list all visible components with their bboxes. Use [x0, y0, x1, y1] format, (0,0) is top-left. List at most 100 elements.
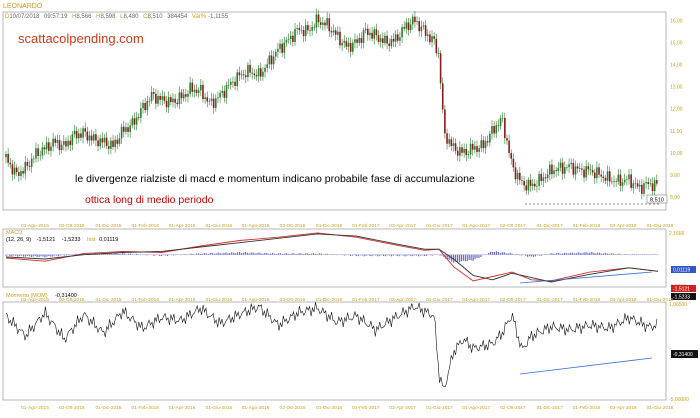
macd-hist-bar	[527, 255, 528, 257]
candle-body	[230, 82, 232, 85]
macd-params: (12, 26, 9)	[6, 237, 31, 243]
macd-hist-bar	[52, 255, 53, 257]
candle-body	[376, 29, 378, 35]
candle-body	[264, 68, 266, 72]
macd-hist-bar	[225, 252, 226, 254]
candle-body	[224, 91, 226, 98]
macd-hist-bar	[247, 253, 248, 255]
macd-hist-bar	[264, 253, 265, 255]
macd-hist-bar	[471, 255, 472, 261]
annotation-main: le divergenze rialziste di macd e moment…	[75, 173, 475, 185]
macd-hist-bar	[441, 255, 442, 256]
macd-hist-bar	[400, 255, 401, 256]
macd-hist-bar	[603, 253, 604, 254]
candle-body	[429, 34, 431, 42]
macd-hist-bar	[237, 252, 238, 254]
candle-body	[20, 171, 22, 176]
x-tick-label: 01-Dic-2015	[95, 405, 121, 411]
candle-body	[590, 169, 592, 170]
candle-body	[652, 183, 654, 191]
candle-body	[254, 74, 256, 76]
candle-body	[281, 44, 283, 53]
macd-hist-bar	[537, 255, 538, 256]
candle-body	[577, 166, 579, 168]
candle-body	[369, 33, 371, 35]
candle-body	[187, 94, 189, 97]
macd-hist-bar	[256, 253, 257, 255]
candle-body	[236, 72, 238, 86]
candle-body	[630, 174, 632, 188]
candle-body	[558, 168, 560, 171]
macd-hist-bar	[517, 254, 518, 255]
candle-body	[615, 181, 617, 182]
macd-hist-bar	[116, 253, 117, 255]
candle-body	[168, 97, 170, 107]
candle-body	[506, 138, 508, 140]
candle-body	[384, 36, 386, 43]
x-tick-label: 01-Feb-2016	[132, 223, 160, 229]
macd-hist-bar	[58, 255, 59, 257]
candle-body	[144, 103, 146, 110]
candle-body	[174, 99, 176, 103]
macd-hist-bar	[321, 254, 322, 255]
x-tick-label: 01-Dic-2015	[95, 223, 121, 229]
momentum-panel-frame	[3, 302, 666, 400]
candle-body	[333, 30, 335, 32]
macd-hist-bar	[319, 253, 320, 254]
macd-hist-bar	[406, 255, 407, 256]
candle-body	[84, 128, 86, 131]
macd-hist-bar	[550, 253, 551, 255]
candle-body	[149, 101, 151, 102]
macd-hist-bar	[272, 253, 273, 255]
candle-body	[277, 49, 279, 52]
macd-hist-bar	[146, 255, 147, 256]
candle-body	[9, 163, 11, 165]
macd-hist-bar	[395, 255, 396, 256]
macd-hist-bar	[424, 255, 425, 256]
candle-body	[239, 72, 241, 75]
candle-body	[46, 142, 48, 149]
x-tick-label: 01-Dic-2017	[537, 223, 563, 229]
x-tick-label: 01-Apr-2016	[169, 297, 196, 303]
candle-body	[448, 139, 450, 144]
candle-body	[436, 39, 438, 53]
macd-hist-bar	[545, 254, 546, 255]
x-tick-label: 01-Dic-2017	[537, 405, 563, 411]
candle-body	[453, 143, 455, 146]
macd-hist-bar	[292, 253, 293, 254]
macd-hist-bar	[25, 255, 26, 257]
candle-body	[170, 97, 172, 102]
candle-body	[361, 38, 363, 43]
macd-hist-bar	[198, 253, 199, 254]
candle-body	[95, 134, 97, 140]
macd-hist-bar	[377, 255, 378, 257]
macd-hist-bar	[439, 255, 440, 256]
candle-body	[620, 175, 622, 186]
candle-body	[617, 175, 619, 182]
candle-body	[566, 167, 568, 168]
macd-hist-bar	[204, 253, 205, 255]
x-tick-label: 01-Dic-2016	[316, 223, 342, 229]
macd-hist-bar	[541, 255, 542, 256]
macd-hist-bar	[266, 253, 267, 255]
candle-body	[234, 82, 236, 86]
macd-hist-bar	[399, 255, 400, 256]
macd-hist-bar	[38, 255, 39, 257]
candle-body	[335, 30, 337, 34]
candle-body	[643, 183, 645, 194]
macd-hist-bar	[114, 253, 115, 254]
macd-hist-bar	[502, 252, 503, 254]
macd-hist-bar	[11, 255, 12, 257]
macd-hist-bar	[426, 255, 427, 256]
candle-body	[579, 168, 581, 169]
price-y-tick: 15,00	[670, 40, 683, 46]
candle-body	[414, 17, 416, 22]
candle-body	[423, 25, 425, 26]
candle-body	[346, 41, 348, 47]
macd-hist-bar	[367, 255, 368, 256]
macd-signal-value: -1,5233	[62, 237, 81, 243]
candle-body	[348, 43, 350, 47]
candle-body	[202, 85, 204, 99]
x-tick-label: 01-Giu-2017	[426, 405, 453, 411]
